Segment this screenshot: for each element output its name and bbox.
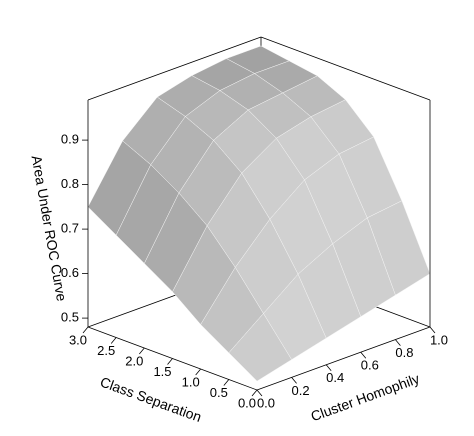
x-tick bbox=[195, 368, 201, 376]
x-tick-label: 3.0 bbox=[69, 332, 87, 347]
y-tick-label: 1.0 bbox=[430, 332, 448, 347]
z-tick-label: 0.5 bbox=[61, 310, 79, 325]
y-tick-label: 0.0 bbox=[257, 395, 275, 410]
z-tick-label: 0.8 bbox=[61, 176, 79, 191]
x-tick bbox=[110, 337, 117, 344]
y-tick bbox=[360, 351, 367, 359]
y-tick bbox=[291, 377, 297, 384]
x-tick-label: 2.5 bbox=[97, 343, 115, 358]
y-tick-label: 0.6 bbox=[361, 358, 379, 373]
z-tick-label: 0.7 bbox=[61, 221, 79, 236]
y-tick bbox=[429, 326, 436, 334]
x-tick bbox=[82, 326, 89, 334]
box-edge bbox=[87, 36, 262, 101]
y-tick-label: 0.8 bbox=[395, 345, 413, 360]
y-tick bbox=[395, 339, 401, 346]
x-tick bbox=[167, 358, 173, 365]
x-tick-label: 1.0 bbox=[182, 374, 200, 389]
x-tick bbox=[251, 389, 258, 397]
x-tick bbox=[223, 379, 230, 386]
z-tick-label: 0.6 bbox=[61, 265, 79, 280]
y-tick bbox=[256, 389, 263, 397]
y-tick-label: 0.4 bbox=[326, 370, 344, 385]
box-edge bbox=[256, 326, 431, 391]
x-tick-label: 0.5 bbox=[210, 385, 228, 400]
z-tick-label: 0.9 bbox=[61, 132, 79, 147]
y-tick-label: 0.2 bbox=[292, 383, 310, 398]
surface-patch bbox=[228, 313, 292, 382]
x-tick-label: 0.0 bbox=[238, 395, 256, 410]
x-tick-label: 1.5 bbox=[153, 364, 171, 379]
x-tick-label: 2.0 bbox=[125, 353, 143, 368]
box-edge bbox=[260, 36, 431, 101]
x-tick bbox=[139, 347, 145, 355]
y-tick bbox=[325, 364, 332, 372]
